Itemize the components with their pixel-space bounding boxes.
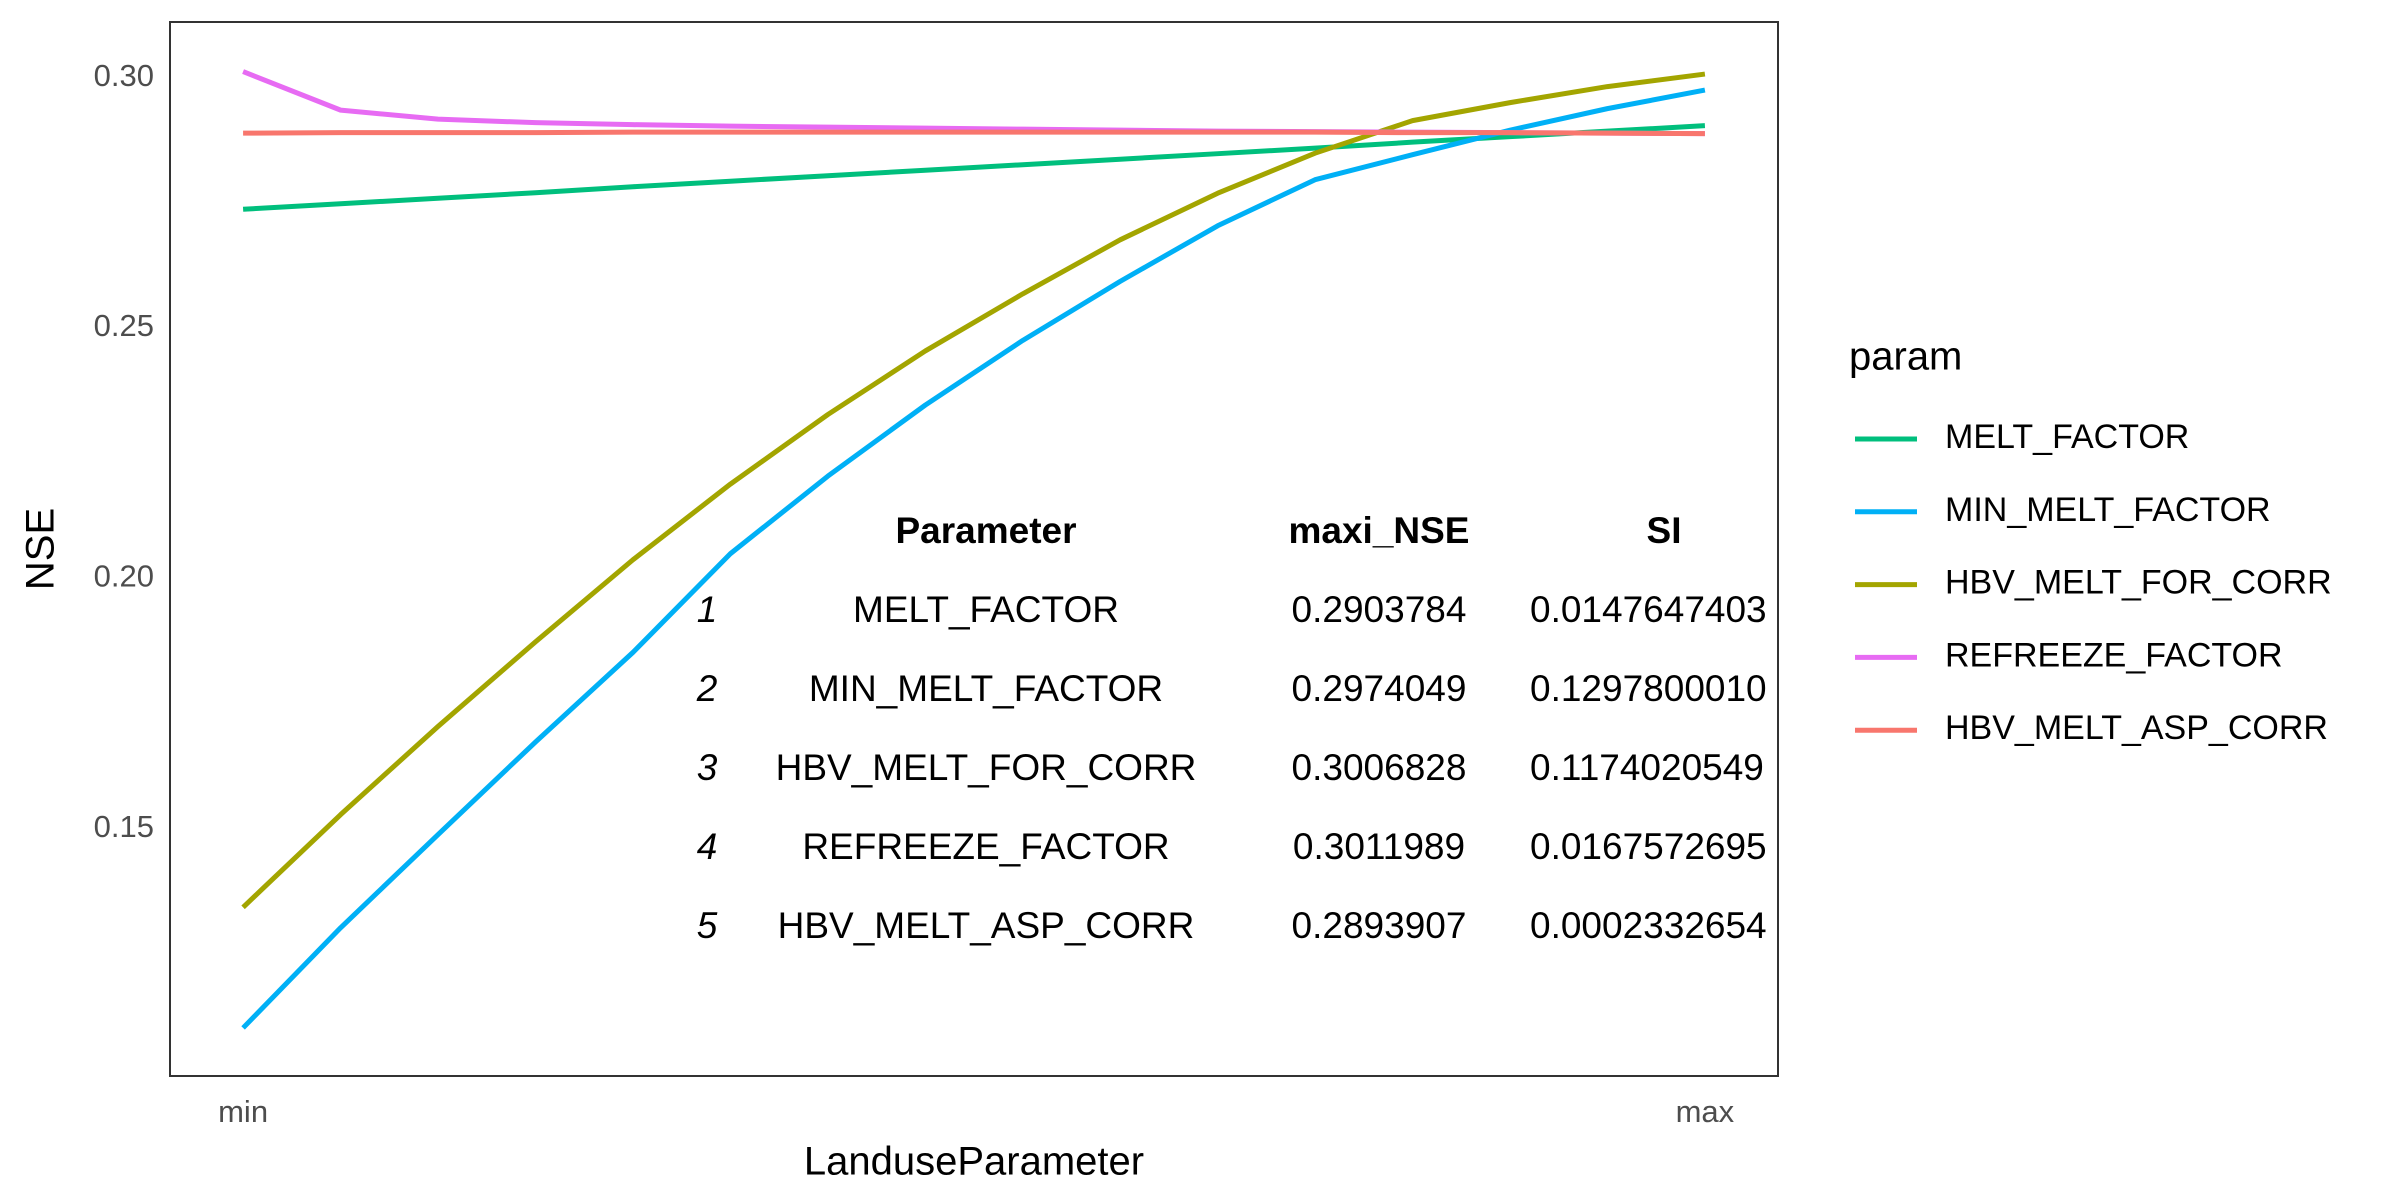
table-cell: HBV_MELT_FOR_CORR: [776, 747, 1197, 788]
table-cell: 0.0002332654: [1530, 905, 1767, 946]
legend: param MELT_FACTOR MIN_MELT_FACTOR HBV_MELT…: [1849, 335, 2332, 748]
table-cell: 0.3011989: [1293, 826, 1465, 867]
legend-label: HBV_MELT_ASP_CORR: [1945, 709, 2328, 747]
table-cell: 0.3006828: [1292, 747, 1467, 788]
table-cell: 0.0167572695: [1530, 826, 1767, 867]
row-index: 1: [697, 589, 718, 630]
row-index: 5: [697, 905, 718, 946]
y-tick-label: 0.25: [94, 308, 154, 343]
legend-label: MIN_MELT_FACTOR: [1945, 491, 2271, 529]
table-cell: 0.2974049: [1292, 668, 1467, 709]
series-line: [242, 123, 1706, 212]
y-tick-label: 0.15: [94, 809, 154, 844]
row-index: 2: [696, 668, 718, 709]
table-cell: 0.1297800010: [1530, 668, 1767, 709]
table-cell: 0.2893907: [1292, 905, 1467, 946]
table-cell: MIN_MELT_FACTOR: [809, 668, 1163, 709]
table: Parameter maxi_NSE SI 1 MELT_FACTOR 0.2903784…: [696, 510, 1767, 946]
x-tick-label: min: [218, 1094, 268, 1129]
axes: 0.15 0.20 0.25 0.30 min max: [94, 58, 1735, 1129]
y-tick-label: 0.30: [94, 58, 154, 93]
x-axis-title: LanduseParameter: [804, 1140, 1144, 1184]
y-tick-label: 0.20: [94, 558, 154, 593]
table-cell: 0.0147647403: [1530, 589, 1767, 630]
x-tick-label: max: [1676, 1094, 1735, 1129]
table-header: maxi_NSE: [1289, 510, 1470, 551]
legend-label: MELT_FACTOR: [1945, 418, 2189, 456]
table-cell: MELT_FACTOR: [853, 589, 1119, 630]
table-cell: 0.1174020549: [1530, 747, 1764, 788]
row-index: 3: [697, 747, 718, 788]
y-axis-title: NSE: [19, 508, 63, 590]
series-line: [243, 129, 1705, 137]
series-line: [241, 71, 1706, 910]
series-line: [241, 87, 1706, 1030]
lines: [241, 69, 1706, 1030]
legend-label: HBV_MELT_FOR_CORR: [1945, 564, 2332, 602]
table-header: Parameter: [895, 510, 1076, 551]
panel-border: [169, 21, 1779, 1077]
legend-title: param: [1849, 335, 1962, 379]
table-header: SI: [1647, 510, 1682, 551]
table-cell: HBV_MELT_ASP_CORR: [778, 905, 1195, 946]
table-cell: 0.2903784: [1292, 589, 1467, 630]
row-index: 4: [697, 826, 718, 867]
legend-label: REFREEZE_FACTOR: [1945, 636, 2283, 674]
table-cell: REFREEZE_FACTOR: [802, 826, 1169, 867]
